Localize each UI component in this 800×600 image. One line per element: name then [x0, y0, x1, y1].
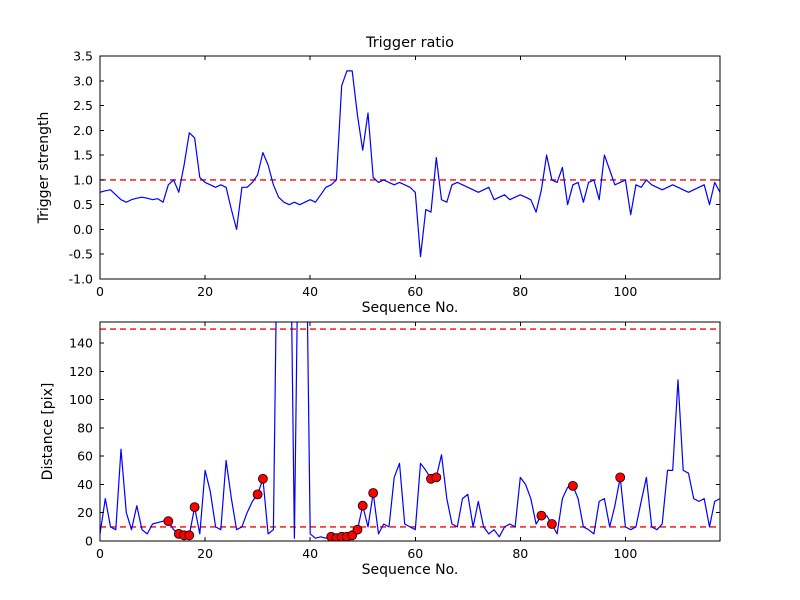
- y-tick-label: 3.5: [73, 49, 93, 64]
- chart-title: Trigger ratio: [365, 35, 454, 51]
- y-tick-label: 0.0: [73, 222, 93, 237]
- subplot-2: 0 20 40 60 80 100 0 20 40 60 80 100 120 140: [69, 321, 721, 561]
- event-marker: [163, 516, 174, 527]
- event-marker: [189, 502, 200, 513]
- series-distance: [100, 322, 720, 539]
- subplot-1: 0 20 40 60 80 100 -1.0 -0.5 0.0 0.5 1.0 1.5 2.0 2.5 3.…: [69, 49, 721, 299]
- top-yaxis-label: Trigger strength: [36, 112, 52, 225]
- x-tick-label: 0: [96, 546, 104, 561]
- y-tick-label: 3.0: [73, 73, 93, 88]
- y-tick-label: 1.5: [73, 148, 93, 163]
- series-trigger-strength: [100, 70, 720, 258]
- event-marker: [536, 510, 547, 521]
- y-tick-label: 80: [77, 421, 93, 436]
- event-marker: [368, 488, 379, 498]
- y-tick-label: 2.0: [73, 123, 93, 138]
- event-marker: [615, 472, 626, 483]
- y-tick-label: 40: [77, 477, 93, 492]
- x-tick-label: 40: [302, 546, 318, 561]
- event-marker: [568, 480, 578, 491]
- bottom-xaxis-label: Sequence No.: [362, 562, 459, 578]
- x-tick-label: 60: [407, 546, 423, 561]
- y-tick-label: 20: [77, 505, 93, 520]
- x-tick-label: 20: [197, 284, 213, 299]
- y-tick-label: 140: [69, 336, 93, 351]
- y-tick-label: -1.0: [69, 272, 93, 287]
- x-tick-label: 60: [407, 284, 423, 299]
- y-tick-label: 2.5: [73, 98, 93, 113]
- event-marker: [257, 473, 268, 484]
- x-tick-label: 100: [613, 546, 637, 561]
- event-marker: [184, 530, 195, 541]
- y-tick-label: 0: [85, 534, 93, 549]
- x-tick-label: 20: [197, 546, 213, 561]
- top-xaxis-label: Sequence No.: [362, 300, 459, 316]
- y-tick-label: -0.5: [69, 247, 93, 262]
- event-marker: [547, 519, 557, 529]
- y-tick-label: 60: [77, 449, 93, 464]
- event-marker: [352, 524, 363, 535]
- y-tick-label: 1.0: [73, 172, 93, 187]
- event-marker: [431, 472, 442, 483]
- event-marker: [357, 500, 368, 511]
- axes-frame: [99, 55, 721, 280]
- x-tick-label: 80: [512, 546, 528, 561]
- x-tick-label: 100: [613, 284, 637, 299]
- axes-frame: [99, 321, 721, 542]
- x-tick-label: 80: [512, 284, 528, 299]
- event-marker: [252, 489, 263, 500]
- x-tick-label: 0: [96, 284, 104, 299]
- y-tick-label: 0.5: [73, 197, 93, 212]
- x-tick-label: 40: [302, 284, 318, 299]
- y-tick-label: 100: [69, 392, 93, 407]
- y-tick-label: 120: [69, 364, 93, 379]
- bottom-yaxis-label: Distance [pix]: [40, 383, 56, 481]
